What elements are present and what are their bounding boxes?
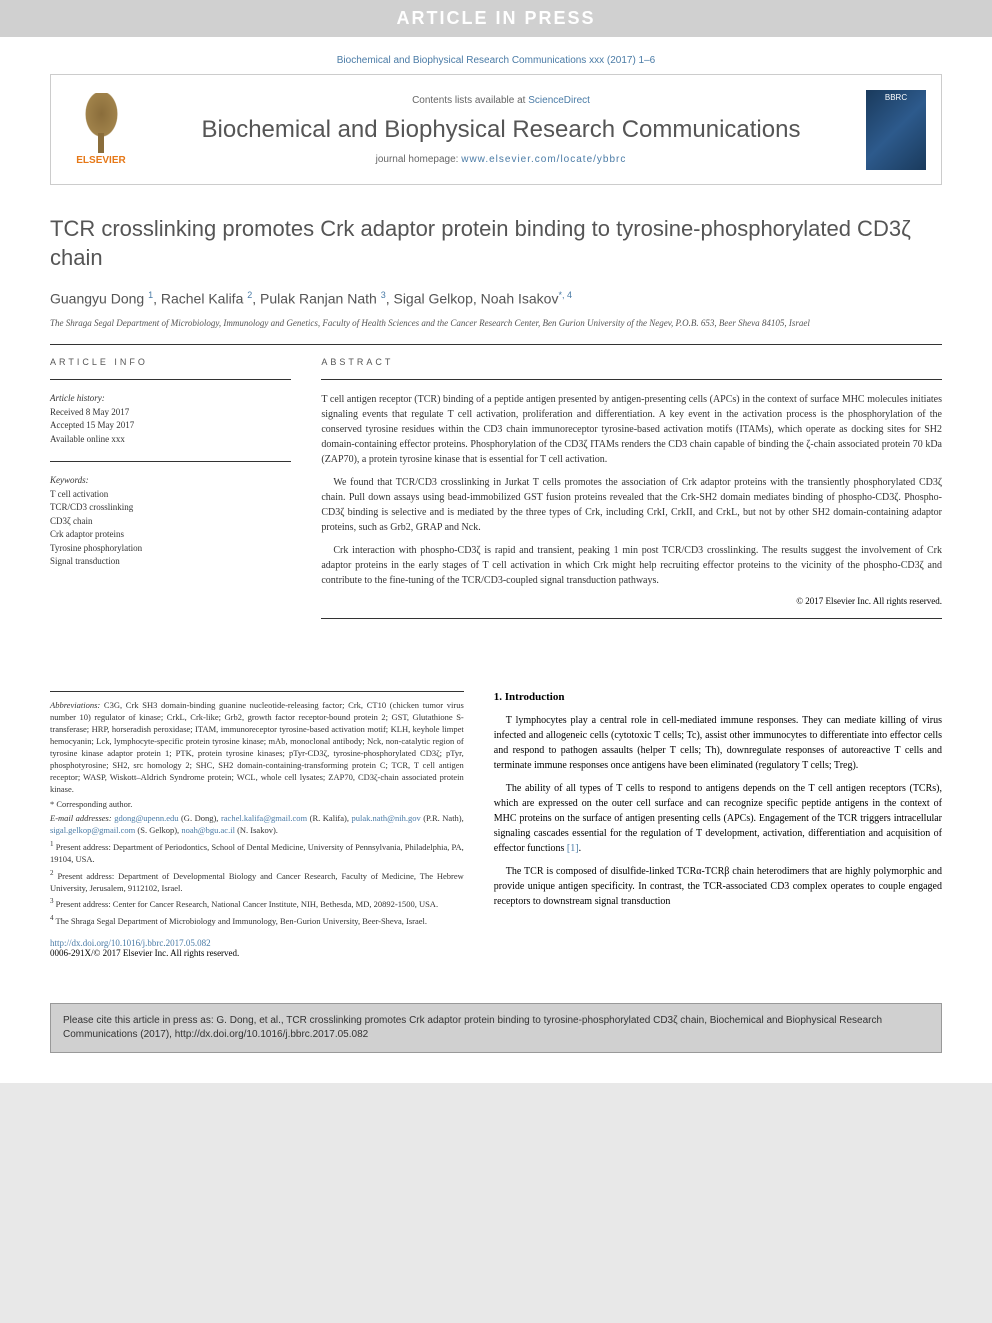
- footnotes-block: Abbreviations: C3G, Crk SH3 domain-bindi…: [50, 700, 464, 927]
- received-date: Received 8 May 2017: [50, 406, 291, 420]
- intro-heading: 1. Introduction: [494, 691, 942, 703]
- history-label: Article history:: [50, 392, 291, 406]
- intro-p3: The TCR is composed of disulfide-linked …: [494, 864, 942, 909]
- homepage-prefix: journal homepage:: [376, 154, 462, 165]
- journal-cover-thumbnail: BBRC: [866, 90, 926, 170]
- contents-line: Contents lists available at ScienceDirec…: [151, 95, 851, 106]
- article-info-head: ARTICLE INFO: [50, 357, 291, 367]
- doi-link[interactable]: http://dx.doi.org/10.1016/j.bbrc.2017.05…: [50, 938, 211, 948]
- email-label: E-mail addresses:: [50, 813, 112, 823]
- abbrev-label: Abbreviations:: [50, 700, 100, 710]
- article-content: TCR crosslinking promotes Crk adaptor pr…: [0, 185, 992, 988]
- rule-abs-bottom: [321, 618, 942, 619]
- contents-prefix: Contents lists available at: [412, 95, 528, 106]
- footnote-3: 3 Present address: Center for Cancer Res…: [50, 897, 464, 911]
- footnote-1: 1 Present address: Department of Periodo…: [50, 840, 464, 866]
- issn-copyright: 0006-291X/© 2017 Elsevier Inc. All right…: [50, 948, 464, 958]
- article-history: Article history: Received 8 May 2017 Acc…: [50, 392, 291, 446]
- sciencedirect-link[interactable]: ScienceDirect: [528, 95, 590, 106]
- intro-column: 1. Introduction T lymphocytes play a cen…: [494, 691, 942, 957]
- lower-row: Abbreviations: C3G, Crk SH3 domain-bindi…: [50, 691, 942, 957]
- elsevier-tree-icon: [74, 93, 129, 153]
- keyword: Tyrosine phosphorylation: [50, 542, 291, 556]
- top-citation-ref: Biochemical and Biophysical Research Com…: [0, 37, 992, 74]
- intro-text: T lymphocytes play a central role in cel…: [494, 713, 942, 909]
- keyword: Crk adaptor proteins: [50, 528, 291, 542]
- article-title: TCR crosslinking promotes Crk adaptor pr…: [50, 215, 942, 272]
- email-addresses: E-mail addresses: gdong@upenn.edu (G. Do…: [50, 813, 464, 837]
- rule-info: [50, 379, 291, 380]
- authors-list: Guangyu Dong 1, Rachel Kalifa 2, Pulak R…: [50, 290, 942, 307]
- abstract-column: ABSTRACT T cell antigen receptor (TCR) b…: [321, 357, 942, 631]
- emails-slot: gdong@upenn.edu (G. Dong), rachel.kalifa…: [50, 813, 464, 835]
- corresponding-author: * Corresponding author.: [50, 799, 464, 811]
- keyword: TCR/CD3 crosslinking: [50, 501, 291, 515]
- keyword: CD3ζ chain: [50, 515, 291, 529]
- abbreviations: Abbreviations: C3G, Crk SH3 domain-bindi…: [50, 700, 464, 795]
- affiliation: The Shraga Segal Department of Microbiol…: [50, 317, 942, 330]
- keyword: T cell activation: [50, 488, 291, 502]
- journal-banner: ELSEVIER Contents lists available at Sci…: [50, 74, 942, 185]
- journal-name: Biochemical and Biophysical Research Com…: [151, 116, 851, 144]
- citation-box: Please cite this article in press as: G.…: [50, 1003, 942, 1053]
- abstract-copyright: © 2017 Elsevier Inc. All rights reserved…: [321, 596, 942, 606]
- info-abstract-row: ARTICLE INFO Article history: Received 8…: [50, 357, 942, 631]
- rule-top: [50, 344, 942, 345]
- online-date: Available online xxx: [50, 433, 291, 447]
- elsevier-label: ELSEVIER: [76, 155, 125, 166]
- article-info-column: ARTICLE INFO Article history: Received 8…: [50, 357, 291, 631]
- homepage-line: journal homepage: www.elsevier.com/locat…: [151, 154, 851, 165]
- abstract-p1: T cell antigen receptor (TCR) binding of…: [321, 392, 942, 467]
- abstract-text: T cell antigen receptor (TCR) binding of…: [321, 392, 942, 588]
- rule-abs: [321, 379, 942, 380]
- abstract-p3: Crk interaction with phospho-CD3ζ is rap…: [321, 543, 942, 588]
- page-container: ARTICLE IN PRESS Biochemical and Biophys…: [0, 0, 992, 1083]
- keywords-block: Keywords: T cell activation TCR/CD3 cros…: [50, 474, 291, 569]
- doi-block: http://dx.doi.org/10.1016/j.bbrc.2017.05…: [50, 938, 464, 958]
- intro-p2: The ability of all types of T cells to r…: [494, 781, 942, 856]
- abstract-p2: We found that TCR/CD3 crosslinking in Ju…: [321, 475, 942, 535]
- footnotes-column: Abbreviations: C3G, Crk SH3 domain-bindi…: [50, 691, 464, 957]
- homepage-link[interactable]: www.elsevier.com/locate/ybbrc: [461, 154, 626, 165]
- footnote-2: 2 Present address: Department of Develop…: [50, 869, 464, 895]
- article-in-press-banner: ARTICLE IN PRESS: [0, 0, 992, 37]
- intro-p1: T lymphocytes play a central role in cel…: [494, 713, 942, 773]
- banner-center: Contents lists available at ScienceDirec…: [151, 95, 851, 165]
- rule-kw: [50, 461, 291, 462]
- elsevier-logo: ELSEVIER: [66, 87, 136, 172]
- abbrev-text: C3G, Crk SH3 domain-binding guanine nucl…: [50, 700, 464, 793]
- abstract-head: ABSTRACT: [321, 357, 942, 367]
- keyword: Signal transduction: [50, 555, 291, 569]
- accepted-date: Accepted 15 May 2017: [50, 419, 291, 433]
- footnote-4: 4 The Shraga Segal Department of Microbi…: [50, 914, 464, 928]
- keywords-label: Keywords:: [50, 474, 291, 488]
